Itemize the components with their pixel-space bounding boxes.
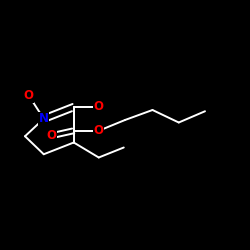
Text: O: O: [94, 100, 104, 114]
Text: O: O: [46, 129, 56, 142]
Text: N: N: [39, 112, 49, 125]
Text: O: O: [94, 124, 104, 137]
Text: O: O: [24, 89, 34, 102]
